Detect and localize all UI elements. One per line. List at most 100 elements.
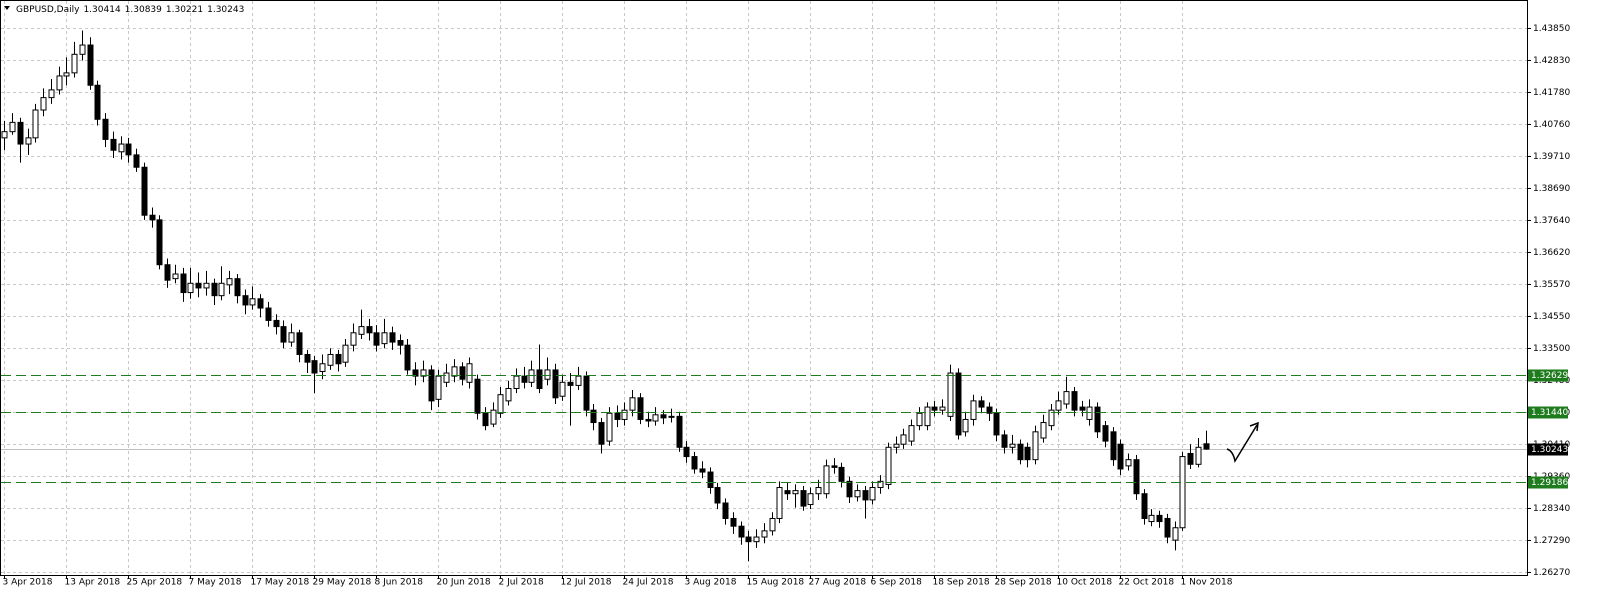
candle-body bbox=[707, 471, 714, 489]
candle-body bbox=[691, 456, 698, 470]
x-tick-label: 29 May 2018 bbox=[313, 578, 372, 588]
candle-body bbox=[637, 397, 644, 420]
y-tick-label: 1.40760 bbox=[1533, 120, 1570, 130]
candle-body bbox=[877, 480, 884, 489]
candle-body bbox=[133, 154, 140, 168]
plot-frame bbox=[0, 0, 1528, 576]
level-label-box bbox=[1528, 369, 1568, 382]
candle-body bbox=[1048, 409, 1055, 427]
candle-body bbox=[986, 406, 993, 414]
candle-body bbox=[118, 143, 125, 153]
candle-body bbox=[63, 72, 70, 77]
candle-body bbox=[807, 493, 814, 506]
title-close: 1.30243 bbox=[207, 5, 244, 15]
menu-triangle[interactable] bbox=[4, 6, 10, 10]
y-tick-label: 1.38690 bbox=[1533, 184, 1570, 194]
candle-body bbox=[1102, 425, 1109, 442]
candle-body bbox=[962, 418, 969, 433]
title-open: 1.30414 bbox=[83, 5, 120, 15]
candle-body bbox=[714, 487, 721, 504]
x-tick-label: 22 Oct 2018 bbox=[1119, 578, 1175, 588]
candle-body bbox=[490, 409, 497, 425]
y-tick-label: 1.36620 bbox=[1533, 248, 1570, 258]
x-tick-label: 12 Jul 2018 bbox=[561, 578, 612, 588]
y-tick-label: 1.42830 bbox=[1533, 56, 1570, 66]
x-tick-label: 7 May 2018 bbox=[189, 578, 242, 588]
candle-body bbox=[1017, 443, 1024, 461]
candle-body bbox=[71, 53, 78, 74]
candle-body bbox=[815, 487, 822, 495]
candle-body bbox=[854, 490, 861, 498]
candle-body bbox=[40, 97, 47, 111]
candle-body bbox=[218, 282, 225, 297]
candle-body bbox=[172, 273, 179, 280]
x-tick-label: 2 Jul 2018 bbox=[499, 578, 544, 588]
candle-body bbox=[1110, 431, 1117, 461]
x-tick-label: 18 Sep 2018 bbox=[933, 578, 990, 588]
candle-body bbox=[575, 375, 582, 386]
x-tick-label: 27 Aug 2018 bbox=[809, 578, 867, 588]
candle-body bbox=[761, 530, 768, 538]
candle-body bbox=[497, 394, 504, 414]
candle-body bbox=[590, 409, 597, 424]
candle-body bbox=[304, 353, 311, 363]
candle-body bbox=[319, 363, 326, 372]
candle-body bbox=[1086, 406, 1093, 420]
candle-body bbox=[17, 121, 24, 145]
y-tick-label: 1.43850 bbox=[1533, 24, 1570, 34]
candle-body bbox=[753, 536, 760, 543]
candle-body bbox=[87, 44, 94, 86]
candle-body bbox=[893, 443, 900, 448]
y-tick-label: 1.41780 bbox=[1533, 88, 1570, 98]
candle-body bbox=[931, 406, 938, 411]
candle-body bbox=[412, 369, 419, 377]
candle-body bbox=[776, 487, 783, 519]
candle-body bbox=[420, 369, 427, 377]
annotation-arrow bbox=[1226, 421, 1259, 464]
level-label-box bbox=[1528, 476, 1568, 489]
candle-body bbox=[32, 109, 39, 139]
candle-body bbox=[1172, 527, 1179, 541]
candle-body bbox=[428, 369, 435, 402]
y-tick-label: 1.28340 bbox=[1533, 504, 1570, 514]
candle-body bbox=[900, 434, 907, 445]
candle-body bbox=[249, 298, 256, 306]
candle-body bbox=[668, 415, 675, 418]
candle-body bbox=[102, 118, 109, 140]
candle-body bbox=[25, 137, 32, 145]
candle-body bbox=[629, 397, 636, 411]
candle-body bbox=[1133, 459, 1140, 495]
candle-body bbox=[738, 525, 745, 538]
candle-body bbox=[1071, 391, 1078, 411]
x-tick-label: 17 May 2018 bbox=[251, 578, 310, 588]
candle-body bbox=[1001, 434, 1008, 448]
candle-body bbox=[583, 375, 590, 411]
candle-body bbox=[335, 353, 342, 365]
candle-body bbox=[56, 75, 63, 91]
candle-body bbox=[528, 369, 535, 383]
title-symbol: GBPUSD,Daily bbox=[16, 5, 80, 15]
x-tick-label: 3 Apr 2018 bbox=[3, 578, 53, 588]
candle-body bbox=[79, 44, 86, 55]
candle-body bbox=[373, 332, 380, 346]
candle-body bbox=[699, 468, 706, 473]
x-tick-label: 15 Aug 2018 bbox=[747, 578, 805, 588]
candle-body bbox=[9, 121, 16, 133]
candle-body bbox=[187, 282, 194, 294]
candle-body bbox=[435, 375, 442, 400]
candle-body bbox=[482, 412, 489, 427]
candle-body bbox=[1141, 493, 1148, 519]
candle-body bbox=[1195, 446, 1202, 465]
candle-body bbox=[924, 406, 931, 427]
candle-body bbox=[838, 466, 845, 482]
candle-body bbox=[149, 214, 156, 221]
candle-body bbox=[397, 340, 404, 346]
candle-body bbox=[203, 282, 210, 289]
level-label: 1.29186 bbox=[1531, 478, 1568, 488]
x-tick-label: 6 Sep 2018 bbox=[871, 578, 923, 588]
candle-body bbox=[350, 332, 357, 346]
x-tick-label: 1 Nov 2018 bbox=[1181, 578, 1233, 588]
